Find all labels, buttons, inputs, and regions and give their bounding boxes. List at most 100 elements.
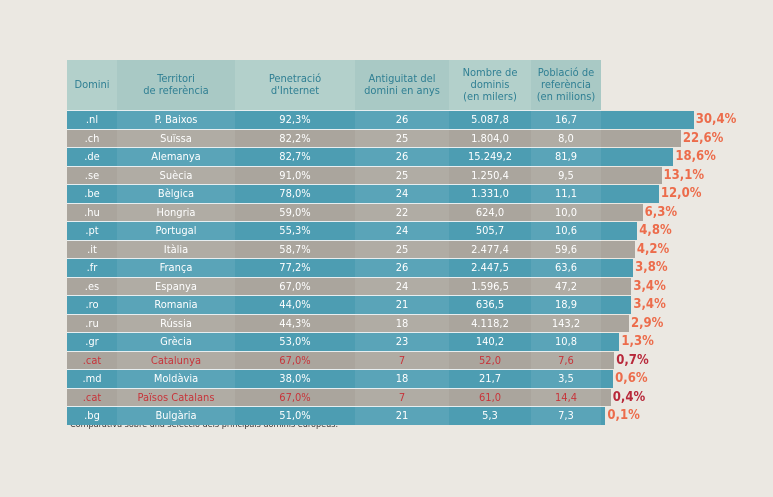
cell-territori: Portugal <box>155 224 197 237</box>
cell-territori: Espanya <box>155 279 197 293</box>
cell-penetracio: 77,2% <box>279 261 311 274</box>
ratio-label: 1,3% <box>621 334 654 349</box>
header-dominis: Nombre de dominis (en milers) <box>449 60 531 110</box>
ratio-bar <box>67 296 632 314</box>
ratio-bar <box>67 351 615 369</box>
ratio-bar <box>67 370 614 388</box>
cell-territori: Alemanya <box>151 150 201 163</box>
ratio-bar <box>67 333 620 351</box>
cell-domini: .fr <box>86 261 98 274</box>
ratio-bar <box>67 240 635 258</box>
cell-poblacio: 18,9 <box>554 298 578 311</box>
cell-penetracio: 51,0% <box>279 409 311 422</box>
table-row: .nl P. Baixos 92,3% 26 5.087,8 16,7 30,4% <box>67 110 736 129</box>
domain-table: Domini Territori de referència Penetraci… <box>67 60 736 425</box>
cell-antiguitat: 18 <box>395 316 409 330</box>
cell-penetracio: 78,0% <box>279 187 311 200</box>
header-territori: Territori de referència <box>143 72 209 97</box>
ratio-label: 4,8% <box>639 223 672 238</box>
cell-penetracio: 58,7% <box>279 242 311 256</box>
cell-territori: Hongria <box>156 205 196 219</box>
table-row: .se Suècia 91,0% 25 1.250,4 9,5 13,1% <box>67 165 704 184</box>
table-row: .hu Hongria 59,0% 22 624,0 10,0 6,3% <box>67 202 677 221</box>
cell-antiguitat: 7 <box>398 390 406 404</box>
cell-poblacio: 3,5 <box>558 372 574 385</box>
cell-antiguitat: 25 <box>395 168 409 182</box>
ratio-bar <box>67 222 638 240</box>
cell-penetracio: 44,0% <box>279 298 311 311</box>
cell-penetracio: 82,2% <box>279 131 311 145</box>
cell-antiguitat: 18 <box>395 372 409 385</box>
table-row: .md Moldàvia 38,0% 18 21,7 3,5 0,6% <box>67 369 648 388</box>
ratio-label: 30,4% <box>695 112 737 127</box>
cell-penetracio: 59,0% <box>279 205 311 219</box>
cell-poblacio: 7,6 <box>558 353 574 367</box>
cell-dominis: 636,5 <box>475 298 505 311</box>
cell-penetracio: 67,0% <box>279 279 311 293</box>
cell-domini: .cat <box>82 390 102 404</box>
ratio-label: 0,6% <box>615 371 648 386</box>
cell-domini: .be <box>84 187 100 200</box>
cell-poblacio: 10,0 <box>554 205 578 219</box>
cell-domini: .nl <box>85 113 99 126</box>
cell-territori: P. Baixos <box>154 113 198 126</box>
cell-poblacio: 9,5 <box>558 168 574 182</box>
cell-dominis: 52,0 <box>478 353 502 367</box>
cell-antiguitat: 24 <box>395 224 409 237</box>
cell-dominis: 505,7 <box>475 224 505 237</box>
cell-penetracio: 55,3% <box>279 224 311 237</box>
cell-poblacio: 7,3 <box>558 409 574 422</box>
cell-dominis: 21,7 <box>478 372 502 385</box>
cell-territori: Suècia <box>159 168 193 182</box>
cell-penetracio: 91,0% <box>279 168 311 182</box>
ratio-bar <box>67 277 632 295</box>
ratio-bar <box>67 407 606 425</box>
cell-territori: Suïssa <box>160 131 192 145</box>
cell-domini: .hu <box>84 205 100 219</box>
ratio-label: 0,1% <box>607 408 640 423</box>
cell-penetracio: 67,0% <box>279 353 311 367</box>
table-row: .cat Països Catalans 67,0% 7 61,0 14,4 0,4% <box>67 387 645 406</box>
header-penetracio: Penetració d'Internet <box>235 60 355 110</box>
cell-territori: Grècia <box>160 335 192 348</box>
table-header: Domini Territori de referència Penetraci… <box>67 60 601 110</box>
cell-dominis: 2.477,4 <box>471 242 509 256</box>
cell-penetracio: 44,3% <box>279 316 311 330</box>
cell-domini: .pt <box>85 224 99 237</box>
cell-domini: .cat <box>82 353 102 367</box>
cell-territori: Bulgària <box>155 409 197 422</box>
cell-territori: Països Catalans <box>137 390 215 404</box>
cell-poblacio: 47,2 <box>554 279 578 293</box>
ratio-bar <box>67 129 681 147</box>
ratio-label: 0,7% <box>616 352 649 368</box>
cell-antiguitat: 21 <box>395 298 409 311</box>
table-row: .pt Portugal 55,3% 24 505,7 10,6 4,8% <box>67 221 672 240</box>
cell-territori: Catalunya <box>150 353 202 367</box>
cell-territori: Moldàvia <box>153 372 199 385</box>
cell-territori: Itàlia <box>163 242 189 256</box>
cell-antiguitat: 22 <box>395 205 409 219</box>
ratio-bar <box>67 259 634 277</box>
cell-antiguitat: 26 <box>395 113 409 126</box>
header-antiguitat: Antiguitat del domini en anys <box>364 72 440 97</box>
cell-antiguitat: 24 <box>395 187 409 200</box>
cell-territori: Romania <box>154 298 198 311</box>
cell-dominis: 4.118,2 <box>471 316 509 330</box>
cell-antiguitat: 7 <box>398 353 406 367</box>
header-poblacio: Població de referència (en milions) <box>536 66 596 103</box>
cell-antiguitat: 23 <box>395 335 409 348</box>
table-row: .cat Catalunya 67,0% 7 52,0 7,6 0,7% <box>67 350 649 369</box>
cell-dominis: 61,0 <box>478 390 502 404</box>
cell-poblacio: 16,7 <box>554 113 578 126</box>
table-row: .gr Grècia 53,0% 23 140,2 10,8 1,3% <box>67 332 654 351</box>
table-row: .ch Suïssa 82,2% 25 1.804,0 8,0 22,6% <box>67 128 723 147</box>
cell-dominis: 624,0 <box>475 205 505 219</box>
cell-poblacio: 81,9 <box>554 150 578 163</box>
header-domini: Domini <box>67 60 117 110</box>
cell-antiguitat: 26 <box>395 150 409 163</box>
cell-poblacio: 14,4 <box>554 390 578 404</box>
ratio-label: 3,4% <box>633 297 666 312</box>
cell-penetracio: 38,0% <box>279 372 311 385</box>
cell-penetracio: 92,3% <box>279 113 311 126</box>
cell-domini: .ro <box>85 298 99 311</box>
